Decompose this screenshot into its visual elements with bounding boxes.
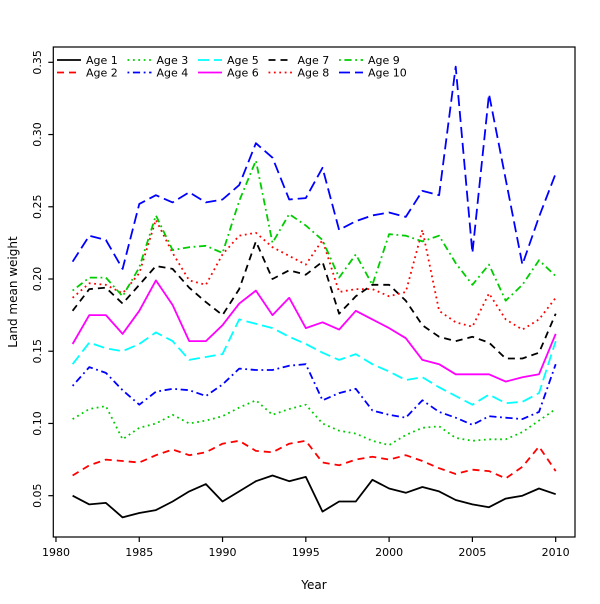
y-tick-label-0.05: 0.05	[31, 483, 44, 508]
series-line-age-4	[71, 363, 557, 426]
legend-label-age-8: Age 8	[298, 67, 330, 80]
series-line-age-1	[72, 474, 556, 519]
y-axis-title: Land mean weight	[6, 236, 20, 348]
x-tick-label-2005: 2005	[458, 546, 486, 559]
legend-label-age-6: Age 6	[227, 67, 259, 80]
y-tick-label-0.15: 0.15	[31, 339, 44, 364]
series-line-age-8	[72, 218, 557, 331]
plot-area	[71, 65, 557, 519]
legend-label-age-2: Age 2	[86, 67, 118, 80]
legend-label-age-7: Age 7	[298, 54, 330, 67]
x-tick-label-1995: 1995	[292, 546, 320, 559]
legend-entry-age-4: Age 4	[127, 67, 189, 80]
legend-entry-age-7: Age 7	[268, 54, 330, 67]
x-axis-title: Year	[300, 578, 326, 592]
x-tick-label-2000: 2000	[375, 546, 403, 559]
series-line-age-10	[71, 65, 557, 270]
series-line-age-6	[71, 279, 557, 383]
x-tick-label-1980: 1980	[42, 546, 70, 559]
x-tick-label-1990: 1990	[209, 546, 237, 559]
legend-label-age-1: Age 1	[86, 54, 118, 67]
series-line-age-9	[72, 159, 557, 302]
legend-entry-age-8: Age 8	[268, 67, 330, 80]
x-tick-label-1985: 1985	[125, 546, 153, 559]
series-line-age-5	[71, 318, 557, 406]
legend-entry-age-3: Age 3	[127, 54, 189, 67]
legend-label-age-3: Age 3	[157, 54, 189, 67]
legend-entry-age-1: Age 1	[57, 54, 118, 67]
legend-entry-age-2: Age 2	[57, 67, 118, 80]
legend-label-age-10: Age 10	[368, 67, 407, 80]
series-line-age-7	[71, 240, 557, 360]
plot-box	[52, 46, 576, 538]
legend-label-age-4: Age 4	[157, 67, 189, 80]
legend-entry-age-10: Age 10	[339, 67, 407, 80]
series-line-age-3	[72, 399, 557, 447]
series-line-age-2	[72, 439, 557, 480]
x-tick-label-2010: 2010	[542, 546, 570, 559]
y-tick-label-0.30: 0.30	[31, 122, 44, 147]
y-tick-label-0.35: 0.35	[31, 50, 44, 75]
legend-label-age-5: Age 5	[227, 54, 259, 67]
legend-entry-age-9: Age 9	[339, 54, 400, 67]
legend-label-age-9: Age 9	[368, 54, 400, 67]
y-tick-label-0.25: 0.25	[31, 195, 44, 220]
y-tick-label-0.20: 0.20	[31, 267, 44, 292]
axes: 1980 1985 1990 1995 2000 2005 2010 0.05 0.10 0.15…	[31, 46, 576, 559]
legend-entry-age-6: Age 6	[198, 67, 259, 80]
y-tick-label-0.10: 0.10	[31, 411, 44, 436]
legend-entry-age-5: Age 5	[198, 54, 259, 67]
